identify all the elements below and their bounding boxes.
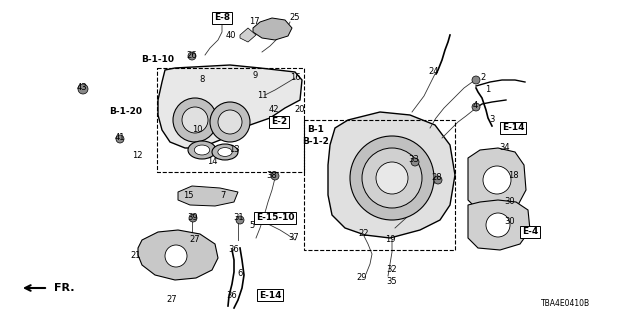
Circle shape <box>189 214 197 222</box>
Bar <box>157 68 304 172</box>
Polygon shape <box>468 200 530 250</box>
Text: 36: 36 <box>227 291 237 300</box>
Text: B-1-20: B-1-20 <box>109 108 143 116</box>
Text: 24: 24 <box>429 68 439 76</box>
Text: 3: 3 <box>490 116 495 124</box>
Text: E-2: E-2 <box>271 117 287 126</box>
Bar <box>304 120 455 250</box>
Text: 37: 37 <box>289 234 300 243</box>
Text: 12: 12 <box>132 150 142 159</box>
Text: 38: 38 <box>267 172 277 180</box>
Text: 25: 25 <box>290 13 300 22</box>
Text: 28: 28 <box>432 173 442 182</box>
Polygon shape <box>158 65 302 148</box>
Text: 5: 5 <box>250 220 255 229</box>
Circle shape <box>362 148 422 208</box>
Circle shape <box>116 135 124 143</box>
Text: B-1-10: B-1-10 <box>141 54 175 63</box>
Text: E-15-10: E-15-10 <box>256 213 294 222</box>
Text: 34: 34 <box>500 143 510 153</box>
Text: TBA4E0410B: TBA4E0410B <box>541 299 590 308</box>
Text: 6: 6 <box>237 268 243 277</box>
Text: 27: 27 <box>189 236 200 244</box>
Text: E-4: E-4 <box>522 228 538 236</box>
Circle shape <box>486 213 510 237</box>
Circle shape <box>218 110 242 134</box>
Circle shape <box>173 98 217 142</box>
Text: 20: 20 <box>295 106 305 115</box>
Text: 19: 19 <box>385 236 396 244</box>
Text: 1: 1 <box>485 85 491 94</box>
Text: E-14: E-14 <box>259 291 281 300</box>
Text: 7: 7 <box>220 191 226 201</box>
Circle shape <box>271 172 279 180</box>
Polygon shape <box>138 230 218 280</box>
Text: 22: 22 <box>359 229 369 238</box>
Circle shape <box>165 245 187 267</box>
Text: B-1-2: B-1-2 <box>303 138 330 147</box>
Text: 26: 26 <box>187 51 197 60</box>
Circle shape <box>188 52 196 60</box>
Text: 33: 33 <box>408 156 419 164</box>
Text: 15: 15 <box>183 191 193 201</box>
Text: E-14: E-14 <box>502 124 524 132</box>
Circle shape <box>434 176 442 184</box>
Circle shape <box>376 162 408 194</box>
Ellipse shape <box>212 144 238 160</box>
Text: 35: 35 <box>387 277 397 286</box>
Circle shape <box>78 84 88 94</box>
Ellipse shape <box>195 145 210 155</box>
Text: 21: 21 <box>131 251 141 260</box>
Circle shape <box>350 136 434 220</box>
Polygon shape <box>240 28 256 42</box>
Text: 36: 36 <box>228 245 239 254</box>
Text: 31: 31 <box>234 213 244 222</box>
Text: 30: 30 <box>505 218 515 227</box>
Text: 43: 43 <box>77 84 87 92</box>
Text: 30: 30 <box>505 197 515 206</box>
Circle shape <box>411 158 419 166</box>
Circle shape <box>236 216 244 224</box>
Ellipse shape <box>188 141 216 159</box>
Ellipse shape <box>218 148 232 156</box>
Text: 40: 40 <box>226 30 236 39</box>
Text: E-8: E-8 <box>214 13 230 22</box>
Text: 16: 16 <box>290 74 300 83</box>
Text: 2: 2 <box>481 74 486 83</box>
Circle shape <box>472 103 480 111</box>
Polygon shape <box>468 148 526 212</box>
Text: FR.: FR. <box>54 283 74 293</box>
Text: 27: 27 <box>166 295 177 305</box>
Text: 9: 9 <box>252 70 258 79</box>
Text: 10: 10 <box>192 125 202 134</box>
Circle shape <box>483 166 511 194</box>
Circle shape <box>182 107 208 133</box>
Text: 4: 4 <box>472 100 477 109</box>
Text: 17: 17 <box>249 18 259 27</box>
Polygon shape <box>178 186 238 206</box>
Text: B-1: B-1 <box>308 125 324 134</box>
Text: 39: 39 <box>188 213 198 222</box>
Text: 8: 8 <box>199 76 205 84</box>
Text: 41: 41 <box>115 133 125 142</box>
Text: 42: 42 <box>269 106 279 115</box>
Polygon shape <box>328 112 455 238</box>
Circle shape <box>472 76 480 84</box>
Text: 32: 32 <box>387 266 397 275</box>
Circle shape <box>210 102 250 142</box>
Text: 14: 14 <box>207 157 217 166</box>
Text: 18: 18 <box>508 171 518 180</box>
Text: 13: 13 <box>228 146 239 155</box>
Text: 29: 29 <box>356 274 367 283</box>
Polygon shape <box>253 18 292 40</box>
Text: 11: 11 <box>257 91 268 100</box>
